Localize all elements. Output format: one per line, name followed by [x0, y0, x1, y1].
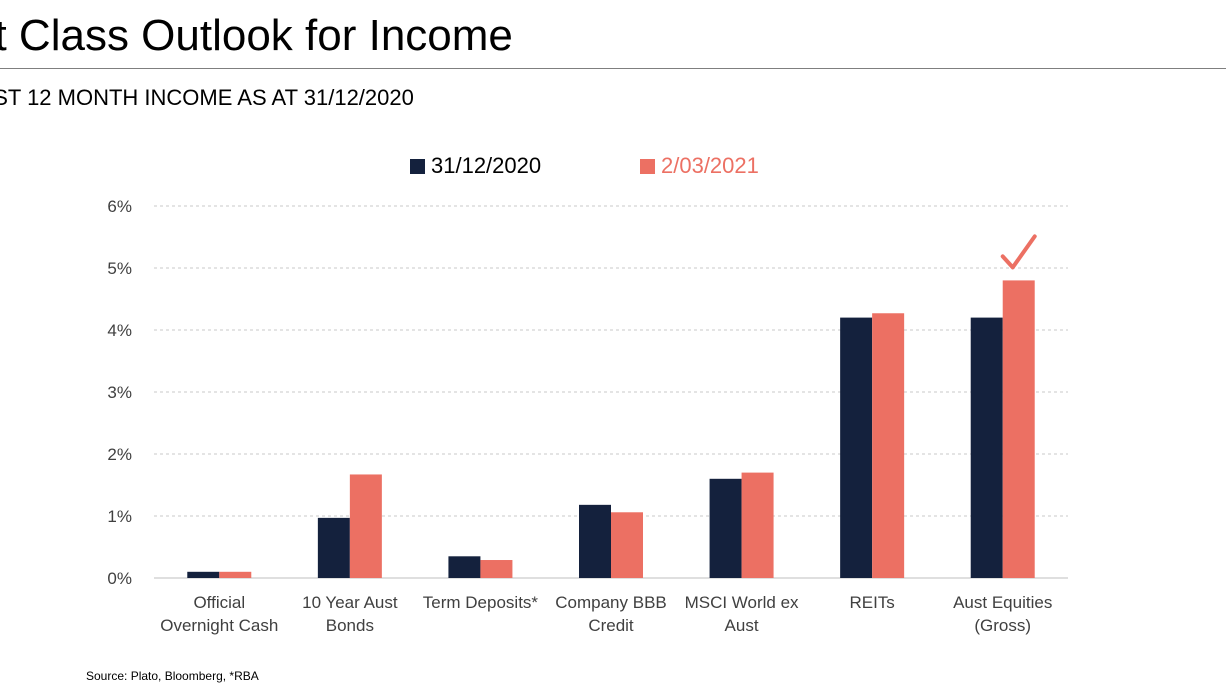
- bar-1: [317, 517, 350, 578]
- x-tick-label: 10 Year Aust Bonds: [302, 593, 398, 635]
- bar-1: [448, 556, 481, 578]
- bar-2: [219, 571, 252, 578]
- source-note: Source: Plato, Bloomberg, *RBA: [86, 669, 259, 683]
- bar-2: [480, 560, 513, 578]
- y-tick-label: 6%: [107, 197, 132, 216]
- title-rule: [0, 68, 1226, 69]
- y-tick-label: 1%: [107, 507, 132, 526]
- bar-2: [1002, 280, 1035, 578]
- y-tick-label: 5%: [107, 259, 132, 278]
- bar-2: [349, 474, 382, 578]
- y-tick-label: 0%: [107, 569, 132, 588]
- legend-item-series-2: 2/03/2021: [640, 150, 759, 182]
- bar-2: [872, 313, 905, 578]
- bar-1: [840, 317, 873, 578]
- legend-swatch-series-2: [640, 158, 655, 174]
- page-title: set Class Outlook for Income: [0, 11, 513, 60]
- y-tick-label: 3%: [107, 383, 132, 402]
- x-tick-label: REITs: [849, 593, 894, 612]
- y-tick-label: 4%: [107, 321, 132, 340]
- bar-1: [579, 504, 611, 578]
- bar-2: [741, 472, 774, 578]
- x-tick-label: Aust Equities (Gross): [953, 593, 1052, 635]
- bar-2: [611, 512, 643, 578]
- legend-item-series-1: 31/12/2020: [410, 150, 541, 182]
- x-tick-label: MSCI World ex Aust: [685, 593, 799, 635]
- y-tick-label: 2%: [107, 445, 132, 464]
- legend-swatch-series-1: [410, 158, 425, 174]
- chart-legend: 31/12/2020 2/03/2021: [0, 150, 1226, 182]
- legend-label-series-1: 31/12/2020: [431, 153, 542, 178]
- legend-label-series-2: 2/03/2021: [661, 153, 759, 178]
- x-tick-label: Term Deposits*: [423, 593, 539, 612]
- bar-1: [709, 478, 742, 578]
- x-tick-label: Official Overnight Cash: [160, 593, 278, 635]
- x-tick-label: Company BBB Credit: [555, 593, 667, 635]
- bar-1: [970, 317, 1003, 578]
- checkmark-icon: [1000, 234, 1037, 270]
- page-subtitle: ECAST 12 MONTH INCOME AS AT 31/12/2020: [0, 85, 414, 110]
- bar-1: [187, 571, 220, 578]
